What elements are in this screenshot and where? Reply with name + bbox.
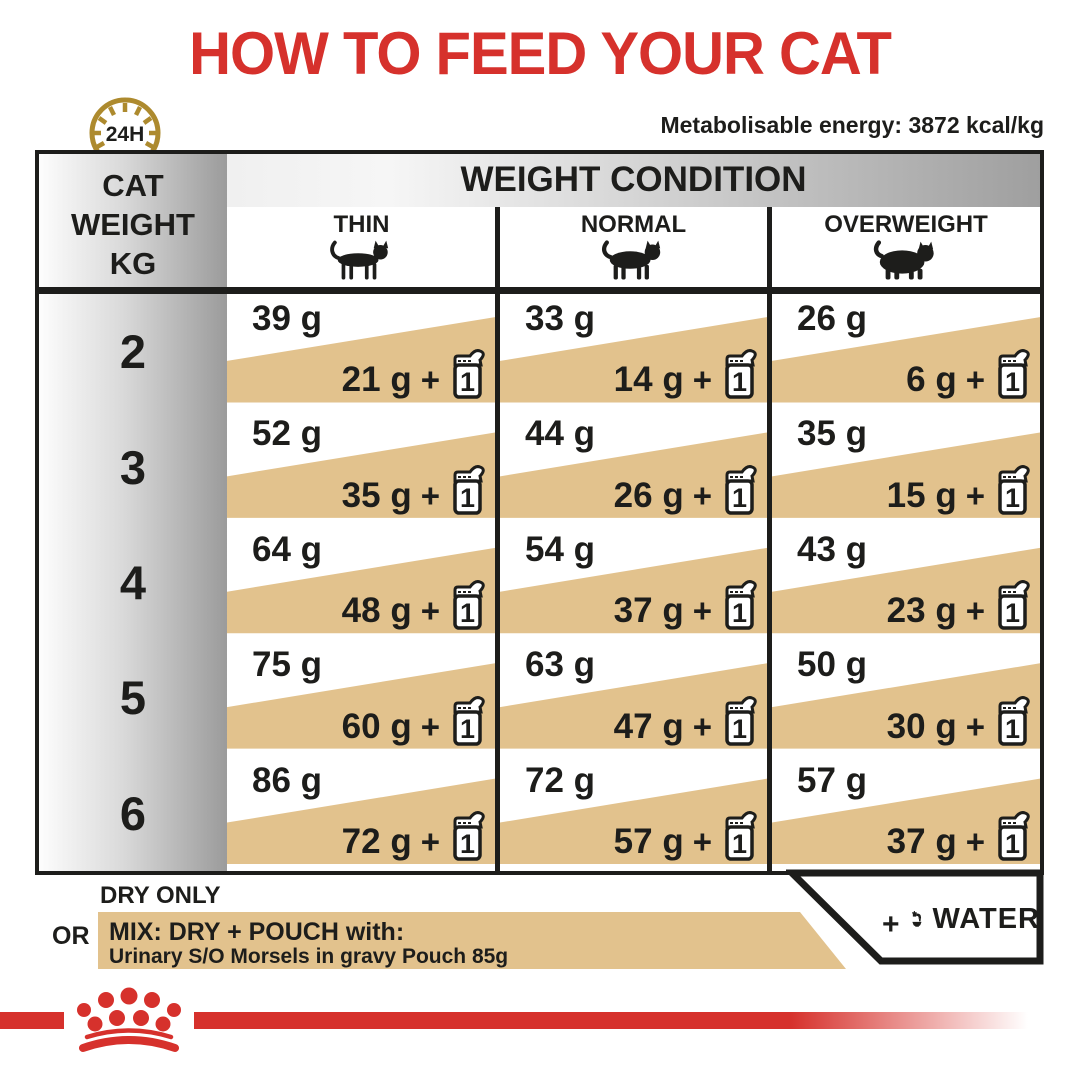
pouch-icon: 1 bbox=[998, 464, 1030, 515]
overweight-cat-icon bbox=[873, 240, 934, 280]
water-label: WATER bbox=[932, 902, 1040, 935]
mix-amount-line: 21 g + 1 bbox=[342, 349, 487, 400]
cat-weight-column: CAT WEIGHT KG bbox=[39, 154, 227, 871]
svg-text:1: 1 bbox=[460, 367, 475, 397]
pouch-icon: 1 bbox=[725, 349, 757, 400]
pouch-icon: 1 bbox=[453, 695, 485, 746]
feeding-cell: 26 g 6 g + 1 bbox=[772, 294, 1040, 409]
svg-text:1: 1 bbox=[1005, 598, 1020, 628]
pouch-icon: 1 bbox=[453, 349, 485, 400]
or-label: OR bbox=[52, 922, 90, 950]
condition-thin: THIN bbox=[227, 207, 496, 287]
pouch-icon: 1 bbox=[998, 580, 1030, 630]
water-box-outline bbox=[783, 869, 1044, 965]
energy-note: Metabolisable energy: 3872 kcal/kg bbox=[660, 112, 1044, 138]
mix-subtitle: Urinary S/O Morsels in gravy Pouch 85g bbox=[109, 945, 509, 968]
pouch-icon: 1 bbox=[725, 464, 757, 515]
svg-text:1: 1 bbox=[460, 483, 475, 513]
svg-text:1: 1 bbox=[732, 714, 747, 744]
table-row: 3 52 g 35 g + 1 bbox=[39, 409, 1040, 524]
svg-text:1: 1 bbox=[1005, 483, 1020, 513]
condition-subheader: THIN NORMAL bbox=[227, 207, 1040, 287]
24h-clock-icon: 24H bbox=[89, 97, 161, 150]
faucet-bowl-icon bbox=[911, 911, 922, 927]
feeding-table: WEIGHT CONDITION CAT WEIGHT KG THIN bbox=[35, 150, 1044, 875]
dry-amount: 39 g bbox=[252, 299, 323, 338]
mix-banner: MIX: DRY + POUCH with: Urinary S/O Morse… bbox=[98, 912, 846, 969]
svg-text:1: 1 bbox=[732, 367, 747, 397]
svg-text:1: 1 bbox=[732, 483, 747, 513]
svg-text:1: 1 bbox=[1005, 714, 1020, 744]
svg-text:1: 1 bbox=[460, 598, 475, 628]
svg-text:1: 1 bbox=[732, 598, 747, 628]
column-divider-2 bbox=[767, 207, 772, 871]
pouch-icon: 1 bbox=[725, 580, 757, 630]
condition-overweight: OVERWEIGHT bbox=[772, 207, 1040, 287]
water-callout: + WATER bbox=[783, 869, 1046, 967]
svg-text:1: 1 bbox=[460, 714, 475, 744]
pouch-icon: 1 bbox=[998, 811, 1030, 861]
header-divider-line bbox=[39, 287, 1040, 294]
pouch-icon: 1 bbox=[725, 695, 757, 746]
cat-weight-value: 2 bbox=[119, 325, 147, 379]
dry-only-label: DRY ONLY bbox=[100, 882, 221, 909]
svg-text:1: 1 bbox=[1005, 367, 1020, 397]
table-row: 6 86 g 72 g + 1 bbox=[39, 756, 1040, 871]
water-plus: + bbox=[882, 908, 900, 941]
table-rows: 2 39 g 21 g + 1 bbox=[39, 294, 1040, 871]
page-title: HOW TO FEED YOUR CAT bbox=[189, 19, 892, 88]
pouch-icon: 1 bbox=[725, 811, 757, 861]
thin-cat-icon bbox=[329, 240, 388, 280]
feeding-cell: 39 g 21 g + 1 bbox=[227, 294, 495, 409]
svg-text:24H: 24H bbox=[106, 123, 145, 146]
weight-condition-header: WEIGHT CONDITION bbox=[460, 160, 807, 199]
royal-canin-paw-logo bbox=[77, 987, 181, 1052]
column-divider-1 bbox=[495, 207, 500, 871]
feeding-cell: 33 g 14 g + 1 bbox=[500, 294, 767, 409]
table-row: 5 75 g 60 g + 1 bbox=[39, 640, 1040, 755]
pouch-icon: 1 bbox=[998, 349, 1030, 400]
svg-text:1: 1 bbox=[732, 829, 747, 859]
pouch-icon: 1 bbox=[998, 695, 1030, 746]
cat-weight-header: CAT WEIGHT KG bbox=[71, 168, 195, 281]
pouch-icon: 1 bbox=[453, 580, 485, 630]
footer-stripe-left bbox=[0, 1012, 64, 1029]
pouch-icon: 1 bbox=[453, 464, 485, 515]
footer-stripe-right bbox=[194, 1012, 1045, 1029]
condition-normal: NORMAL bbox=[500, 207, 767, 287]
table-row: 2 39 g 21 g + 1 bbox=[39, 294, 1040, 409]
mix-title: MIX: DRY + POUCH with: bbox=[109, 918, 405, 946]
normal-cat-icon bbox=[601, 240, 660, 280]
table-row: 4 64 g 48 g + 1 bbox=[39, 525, 1040, 640]
pouch-icon: 1 bbox=[453, 811, 485, 861]
svg-text:1: 1 bbox=[1005, 829, 1020, 859]
svg-text:1: 1 bbox=[460, 829, 475, 859]
